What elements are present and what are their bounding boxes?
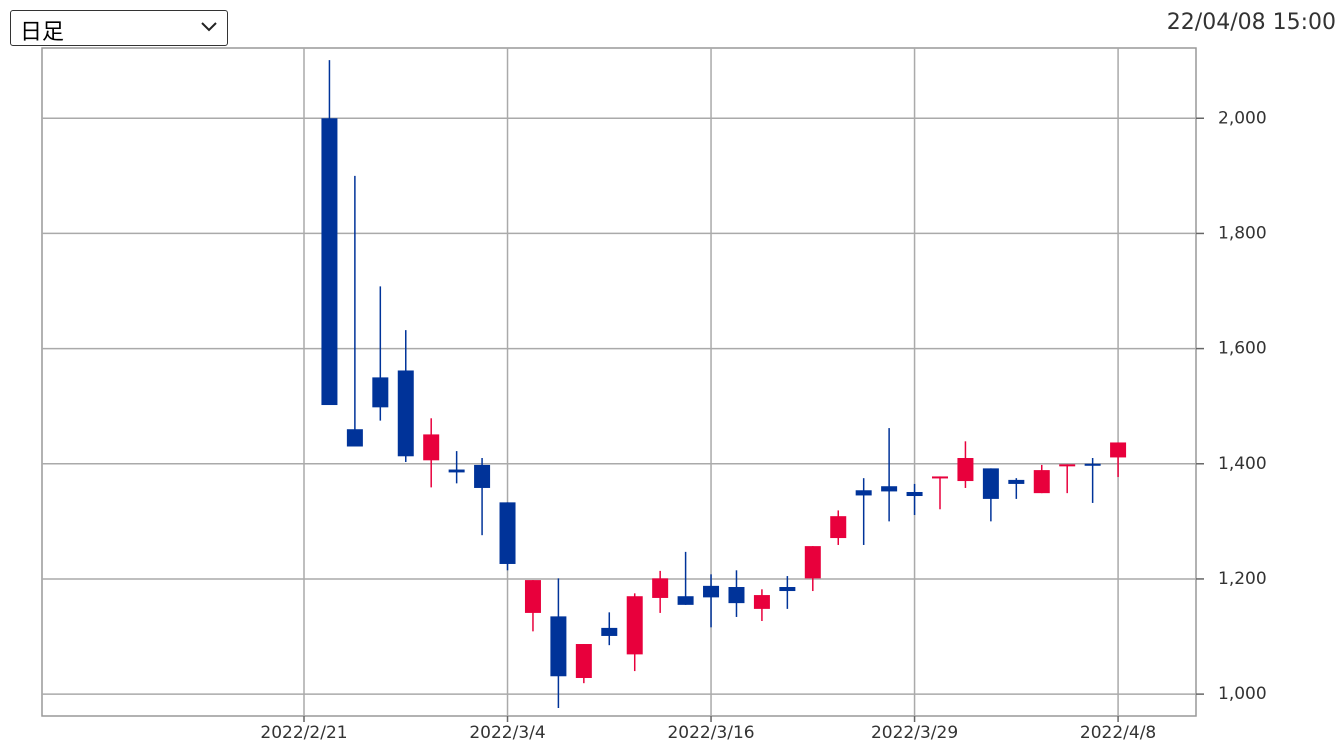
candle-body	[474, 464, 491, 488]
candle-body	[346, 429, 363, 447]
candle-body	[423, 434, 440, 461]
y-tick-label: 1,000	[1218, 684, 1267, 704]
candle-body	[626, 596, 643, 655]
candle-body	[397, 370, 414, 457]
x-tick-label: 2022/3/16	[667, 723, 754, 743]
candle-body	[703, 585, 720, 598]
plot-frame	[41, 47, 1197, 717]
x-tick-label: 2022/3/29	[871, 723, 958, 743]
candle-body	[982, 468, 999, 499]
x-tick-label: 2022/2/21	[260, 723, 347, 743]
candle-body	[601, 627, 618, 636]
candle-body	[677, 596, 694, 605]
candle-body	[906, 491, 923, 497]
chevron	[201, 22, 217, 32]
candle-body	[881, 486, 898, 492]
candle-body	[753, 595, 770, 609]
period-select[interactable]: 日足	[10, 10, 228, 46]
candle-body	[448, 469, 465, 473]
candle-body	[524, 580, 541, 613]
y-tick-label: 1,400	[1218, 454, 1267, 474]
candle-body	[932, 476, 948, 479]
timestamp: 22/04/08 15:00	[1166, 10, 1336, 35]
candle-body	[1033, 470, 1050, 494]
candle-body	[855, 490, 872, 496]
candle-body	[804, 546, 821, 579]
y-tick-label: 1,800	[1218, 223, 1267, 243]
candle-body	[1084, 463, 1101, 466]
candle-body	[550, 616, 567, 677]
x-tick-label: 2022/3/4	[469, 723, 545, 743]
y-tick-label: 1,200	[1218, 569, 1267, 589]
candle-body	[652, 578, 669, 598]
candle-body	[1110, 442, 1127, 458]
candle-body	[728, 587, 745, 604]
x-tick-label: 2022/4/8	[1080, 723, 1156, 743]
candle-body	[575, 644, 592, 678]
period-label: 日足	[20, 20, 65, 45]
candle-body	[499, 502, 516, 564]
y-tick-label: 2,000	[1218, 108, 1267, 128]
candle-body	[957, 458, 974, 482]
candle-body	[1008, 479, 1025, 484]
candle-body	[1059, 464, 1076, 467]
candle-body	[321, 118, 338, 406]
candle-body	[372, 377, 389, 408]
y-tick-label: 1,600	[1218, 339, 1267, 359]
candle-body	[830, 516, 847, 539]
candle-body	[779, 587, 796, 592]
